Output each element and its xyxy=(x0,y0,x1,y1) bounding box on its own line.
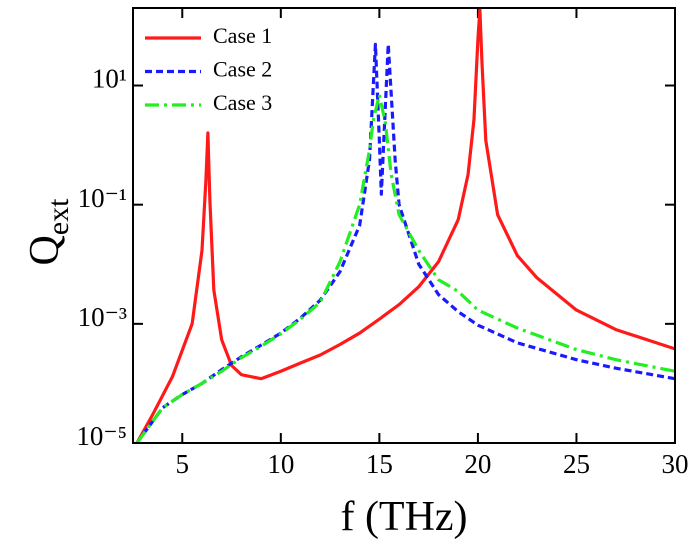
series-line xyxy=(135,42,675,443)
series-line xyxy=(135,8,675,443)
x-tick-label: 20 xyxy=(464,449,491,479)
legend-label: Case 2 xyxy=(213,57,272,82)
y-tick-label: 10⁻¹ xyxy=(78,183,127,213)
y-axis-label-sub: ext xyxy=(42,198,75,235)
legend-label: Case 1 xyxy=(213,23,272,48)
x-axis-label: f (THz) xyxy=(340,494,467,540)
legend-label: Case 3 xyxy=(213,90,272,115)
plot-frame xyxy=(132,7,676,444)
y-axis-label-main: Q xyxy=(22,235,68,265)
x-tick-label: 5 xyxy=(176,449,190,479)
x-tick-label: 15 xyxy=(366,449,393,479)
y-tick-label: 10⁻⁵ xyxy=(76,421,127,451)
x-tick-label: 10 xyxy=(267,449,294,479)
x-tick-label: 25 xyxy=(563,449,590,479)
y-tick-label: 10⁻³ xyxy=(78,302,127,332)
y-axis-label: Qext xyxy=(22,198,75,266)
series-line xyxy=(135,93,675,443)
x-tick-label: 30 xyxy=(662,449,689,479)
y-tick-label: 10¹ xyxy=(92,64,127,94)
